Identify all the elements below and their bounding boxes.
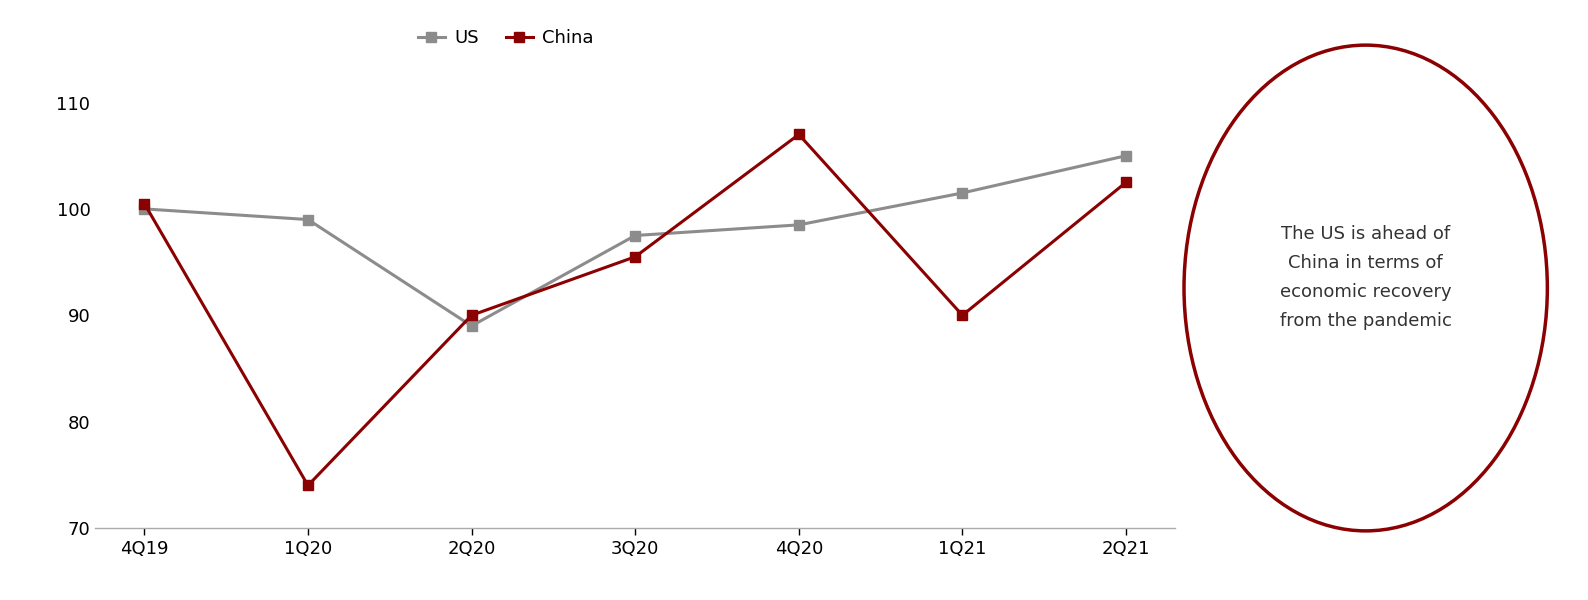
- Line: China: China: [140, 130, 1131, 490]
- Legend: US, China: US, China: [411, 22, 600, 55]
- China: [462, 311, 481, 319]
- China: [953, 311, 972, 319]
- US: [953, 190, 972, 197]
- US: [299, 216, 318, 223]
- US: [135, 205, 154, 212]
- China: [626, 253, 645, 260]
- US: [1116, 152, 1135, 160]
- China: [1116, 179, 1135, 186]
- US: [626, 232, 645, 239]
- US: [789, 221, 808, 229]
- China: [789, 131, 808, 138]
- US: [462, 322, 481, 329]
- Line: US: US: [140, 151, 1131, 331]
- Text: The US is ahead of
China in terms of
economic recovery
from the pandemic: The US is ahead of China in terms of eco…: [1280, 224, 1451, 330]
- China: [299, 482, 318, 489]
- China: [135, 200, 154, 207]
